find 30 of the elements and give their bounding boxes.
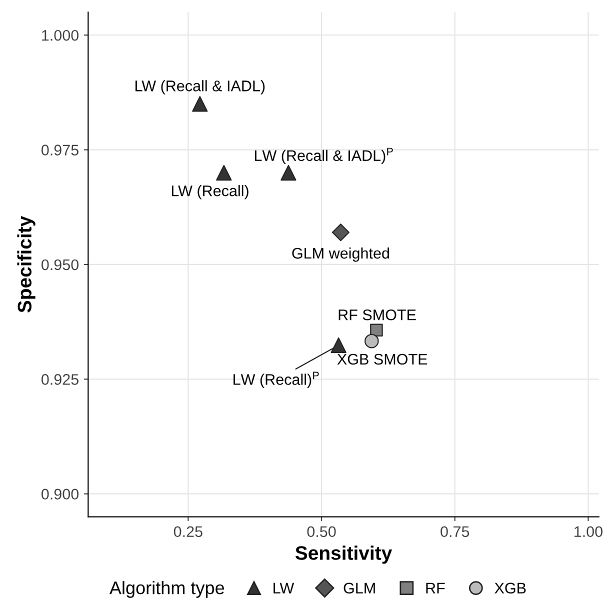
y-tick-label: 0.975: [42, 144, 78, 156]
annotation: LW (Recall)$^{P}$: [234, 372, 319, 388]
annotation: LW (Recall & IADL): [136, 80, 265, 94]
point: [364, 334, 379, 348]
x-axis-title: Sensitivity: [295, 546, 392, 564]
legend-label: XGB: [494, 582, 526, 594]
point: [332, 224, 350, 242]
y-tick-label: 1.000: [42, 30, 79, 41]
y-axis-title: Specificity: [17, 216, 36, 313]
legend-title: Algorithm type: [109, 581, 224, 598]
legend-label: RF: [426, 582, 445, 594]
x-tick-label: 1.00: [574, 526, 602, 538]
annotation: RF SMOTE: [338, 309, 416, 320]
annotation: LW (Recall & IADL)$^{P}$: [254, 148, 393, 164]
x-tick-label: 0.75: [440, 526, 470, 538]
point: [216, 164, 232, 181]
y-tick-label: 0.950: [42, 259, 79, 270]
y-tick-label: 0.925: [42, 374, 78, 385]
x-tick-label: 0.25: [174, 526, 202, 538]
point: [330, 337, 346, 354]
legend-label: GLM: [344, 582, 375, 594]
point: [280, 164, 296, 181]
annotation: GLM weighted: [292, 247, 389, 262]
point: [192, 96, 208, 112]
legend-label: LW: [274, 582, 294, 594]
point: [370, 324, 383, 336]
annotation: XGB SMOTE: [337, 354, 428, 365]
y-tick-label: 0.900: [42, 488, 79, 500]
x-tick-label: 0.50: [307, 526, 336, 538]
annotation: LW (Recall): [172, 185, 248, 200]
